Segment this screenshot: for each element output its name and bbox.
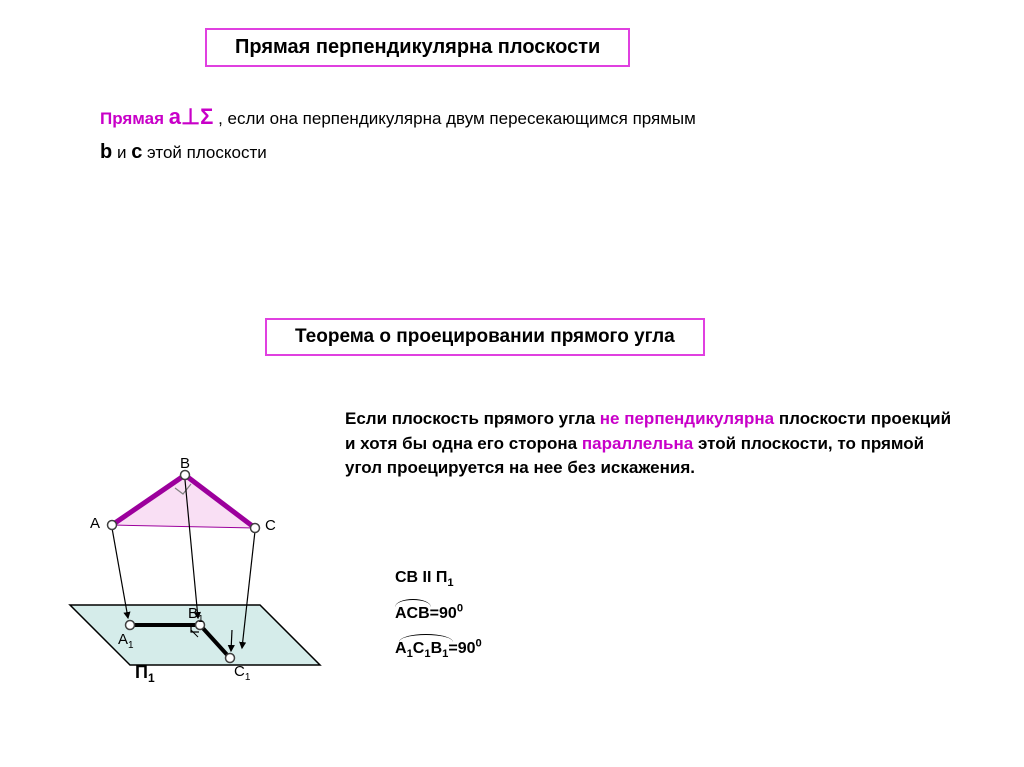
title2-text: Теорема о проецировании прямого угла bbox=[295, 326, 675, 347]
def-prefix: Прямая bbox=[100, 109, 169, 128]
f3b: C bbox=[413, 640, 425, 657]
label-C: C bbox=[265, 517, 276, 534]
formula-2: ACB=900 bbox=[395, 596, 482, 631]
f3d: =90 bbox=[448, 640, 475, 657]
f2a: ACB=90 bbox=[395, 605, 457, 622]
arc-2 bbox=[399, 634, 453, 642]
th-p1: Если плоскость прямого угла bbox=[345, 409, 600, 428]
f3a: A bbox=[395, 640, 407, 657]
title-theorem: Теорема о проецировании прямого угла bbox=[265, 318, 705, 356]
theorem-text: Если плоскость прямого угла не перпендик… bbox=[345, 407, 965, 481]
f3c: B bbox=[431, 640, 443, 657]
arc-1 bbox=[395, 599, 431, 607]
th-hl2: параллельна bbox=[582, 434, 693, 453]
f1a: CB II П bbox=[395, 569, 447, 586]
f1s: 1 bbox=[447, 577, 453, 589]
point-A bbox=[108, 521, 117, 530]
angle-fill bbox=[112, 475, 255, 528]
formula-block: CB II П1 ACB=900 A1C1B1=900 bbox=[395, 560, 482, 667]
def-symbol: а⊥Σ bbox=[169, 104, 214, 129]
title-perpendicular: Прямая перпендикулярна плоскости bbox=[205, 28, 630, 67]
point-A1 bbox=[126, 621, 135, 630]
projection-diagram: A B C A1 B1 C1 П1 bbox=[60, 420, 330, 680]
def-b: b bbox=[100, 141, 112, 163]
def-c: c bbox=[131, 141, 142, 163]
def-suffix: этой плоскости bbox=[147, 143, 267, 162]
label-A: A bbox=[90, 515, 100, 532]
def-mid: , если она перпендикулярна двум пересека… bbox=[218, 109, 696, 128]
formula-1: CB II П1 bbox=[395, 560, 482, 596]
def-and: и bbox=[117, 143, 131, 162]
label-B: B bbox=[180, 455, 190, 472]
f2s: 0 bbox=[457, 603, 463, 615]
label-C1: C1 bbox=[234, 663, 251, 683]
diagram-svg: A B C A1 B1 C1 П1 bbox=[60, 420, 330, 700]
formula-3: A1C1B1=900 bbox=[395, 631, 482, 667]
title1-text: Прямая перпендикулярна плоскости bbox=[235, 36, 600, 58]
definition-text: Прямая а⊥Σ , если она перпендикулярна дв… bbox=[100, 98, 920, 169]
point-C1 bbox=[226, 654, 235, 663]
th-hl1: не перпендикулярна bbox=[600, 409, 774, 428]
point-C bbox=[251, 524, 260, 533]
f3sup: 0 bbox=[476, 638, 482, 650]
